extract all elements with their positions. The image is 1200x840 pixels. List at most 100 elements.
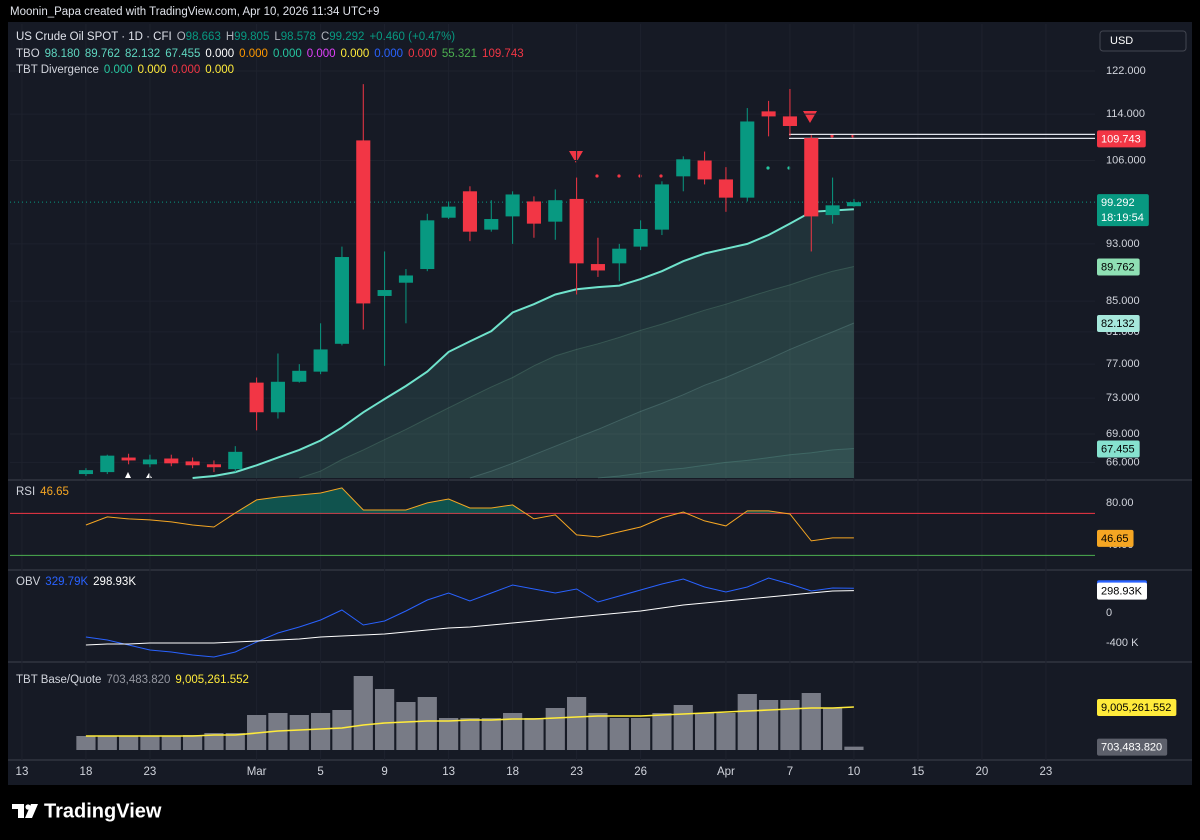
signal-mark [146,473,152,478]
candle-body [398,275,413,283]
candle-body [313,349,328,372]
candle-body [420,220,435,270]
candle-body [441,206,456,218]
volume-bar [567,697,587,750]
y-tick-label: 80.00 [1106,497,1134,509]
x-tick-label: 13 [16,766,29,778]
price-tag: 46.65 [1101,533,1129,545]
currency[interactable]: USD [1110,35,1133,47]
indicator-line [85,590,854,646]
indicator-name: RSI [16,486,36,498]
tag-background [1097,738,1168,756]
indicator-name: TBT Divergence [16,64,99,76]
candle-body [121,457,136,461]
price-tag: 703,483.820 [1101,742,1162,754]
indicator-value: 298.93K [93,576,137,588]
candle-body [505,194,520,217]
volume-bar [737,694,757,750]
x-tick-label: 26 [634,766,647,778]
candle-body [334,257,349,344]
ohlc-key: H [225,31,235,43]
indicator-value: 55.321 [441,48,478,60]
y-tick-label: 85.000 [1106,295,1140,307]
y-tick-label: 0 [1106,607,1112,619]
volume-bar [161,736,181,750]
y-tick-label: 73.000 [1106,392,1140,404]
signal-dot [617,174,621,178]
indicator-value: 703,483.820 [106,674,171,686]
legend-rsi: RSI 46.65 [16,485,74,499]
price-tags: 98.18089.76282.13267.455109.74399.29218:… [1097,130,1177,756]
price-tag: 82.132 [1101,318,1135,330]
sell-signal [569,151,583,163]
candle-body [782,116,797,127]
y-tick-label: 122.000 [1106,65,1146,77]
currency-box[interactable] [1099,30,1187,52]
indicator-line [85,487,854,542]
tag-background [1097,194,1149,227]
x-tick-label: 23 [144,766,157,778]
volume-bar [588,713,608,750]
ohlc-key: L [274,31,281,43]
indicator-value: 98.180 [44,48,80,60]
volume-bar [225,733,245,750]
logo-shape [12,804,24,818]
band-line [469,322,855,479]
band-area [469,323,854,478]
volume-bar [716,713,736,750]
ohlc-value: 98.578 [280,31,316,43]
tag-background [1097,529,1134,547]
candle-body [825,205,840,216]
indicator-value: 0.000 [103,64,133,76]
volume-bar [609,718,629,750]
ohlc-key: O [176,31,186,43]
price-tag: 67.455 [1101,443,1135,455]
price-tag: 9,005,261.552 [1101,702,1171,714]
indicator-value: 0.000 [374,48,404,60]
ohlc-key: C [320,31,330,43]
candle-body [292,370,307,382]
candle-body [718,179,733,198]
instrument-title: US Crude Oil SPOT · 1D · CFI [16,31,172,43]
candle-body [206,464,221,468]
band-line [192,208,854,479]
candle-body [590,264,605,271]
chart-background [8,22,1192,785]
legend-tbo: TBO 98.180 89.762 82.132 67.455 0.000 0.000 0.0… [16,47,529,61]
candle-body [270,381,285,413]
indicator-value: 0.000 [272,48,302,60]
candle-body [548,200,563,222]
band-area [299,266,854,478]
x-tick-label: 20 [976,766,989,778]
volume-bar [631,718,651,750]
x-tick-label: 18 [506,766,519,778]
x-tick-label: 10 [848,766,861,778]
tag-background [1097,315,1140,333]
indicator-name: TBT Base/Quote [16,674,102,686]
band-line [597,448,854,479]
volume-bar [439,718,459,750]
overbought-fill [85,487,854,514]
ohlc-value: 99.805 [234,31,270,43]
volume-bar [673,705,693,750]
tag-background [1097,258,1140,276]
candle-body [633,228,648,247]
price-tag: 298.93K [1101,586,1143,598]
candle-body [100,455,115,473]
tag-background [1097,582,1147,600]
candle-body [249,382,264,413]
signal-mark [125,472,131,478]
volume-bar [801,693,821,750]
y-tick-label: 93.000 [1106,238,1140,250]
brand-logo [12,804,38,818]
x-tick-label: 5 [317,766,323,778]
candle-body [761,111,776,117]
volume-bar [140,736,160,750]
candle-body [185,461,200,466]
indicator-value: 0.000 [205,64,235,76]
candle-body [740,121,755,198]
candle-body [654,184,669,230]
tag-background [1097,130,1146,148]
band-area [192,209,854,479]
